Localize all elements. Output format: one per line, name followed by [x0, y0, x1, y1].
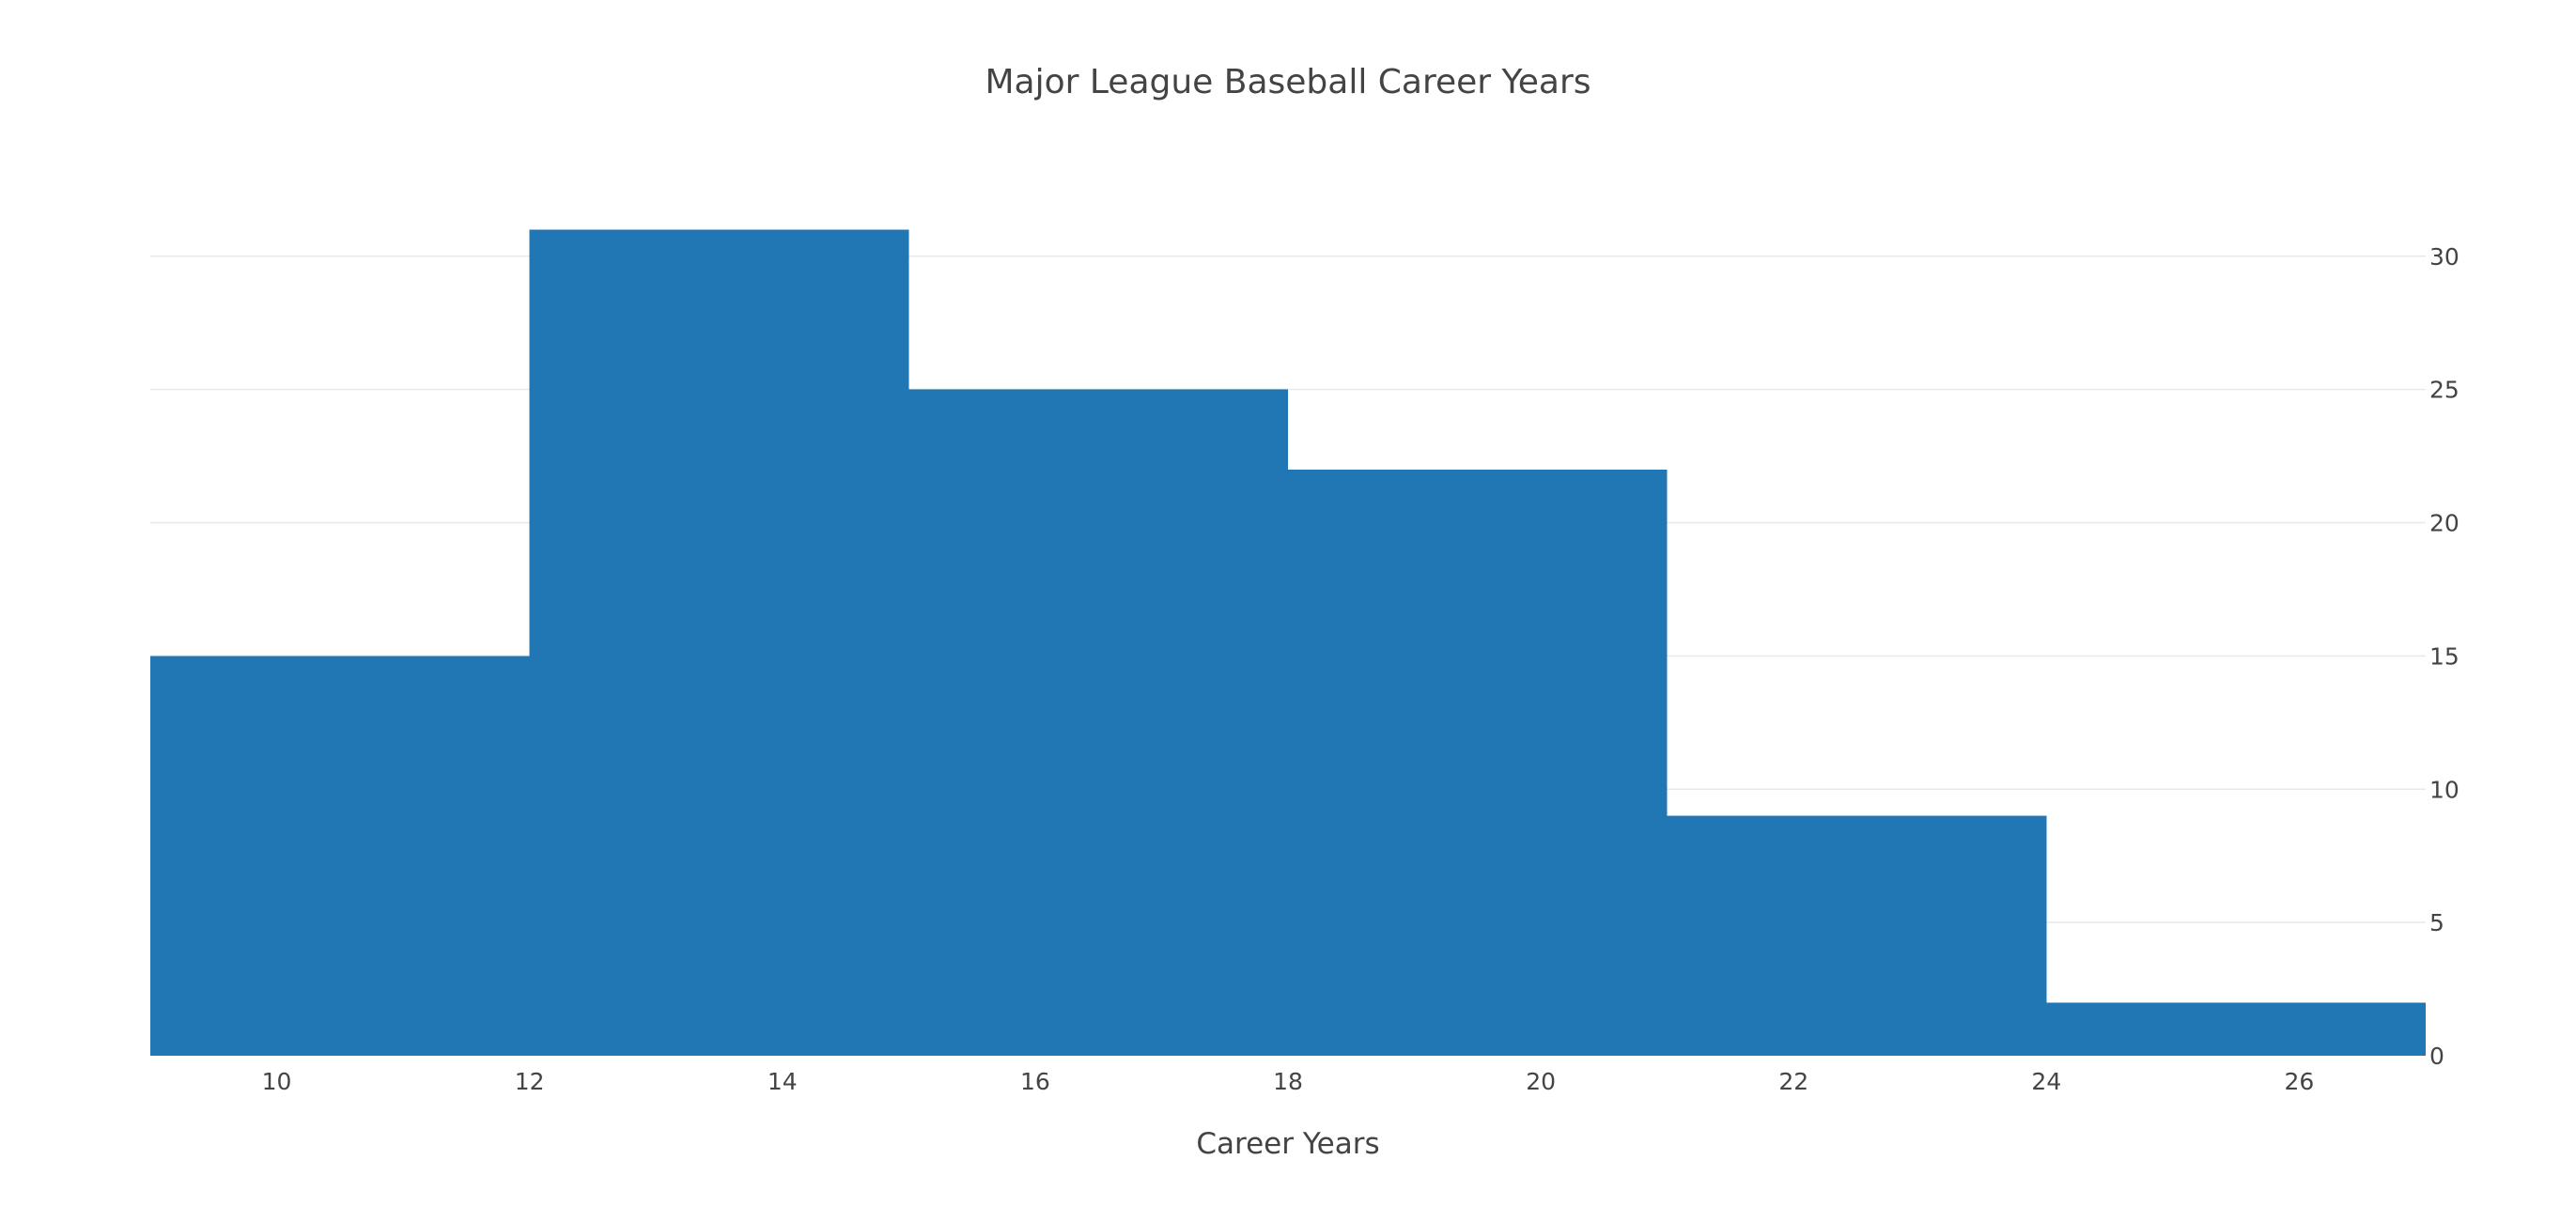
- y-tick-label: 5: [2429, 909, 2444, 936]
- bars: [150, 229, 2426, 1056]
- histogram-bar: [1667, 815, 2047, 1056]
- x-tick-label: 24: [2031, 1068, 2061, 1095]
- x-tick-label: 22: [1778, 1068, 1808, 1095]
- x-tick-label: 16: [1020, 1068, 1050, 1095]
- x-tick-label: 20: [1526, 1068, 1556, 1095]
- x-tick-label: 26: [2285, 1068, 2315, 1095]
- histogram-bar: [908, 389, 1288, 1056]
- histogram-bar: [529, 229, 909, 1056]
- chart-title: Major League Baseball Career Years: [985, 63, 1591, 101]
- histogram-bar: [1288, 469, 1668, 1056]
- y-axis-ticks: 0 5 10 15 20 25 30: [2429, 243, 2460, 1070]
- y-tick-label: 10: [2429, 776, 2460, 803]
- x-tick-label: 10: [262, 1068, 292, 1095]
- x-tick-label: 14: [768, 1068, 798, 1095]
- y-tick-label: 15: [2429, 642, 2460, 670]
- histogram-bar: [2046, 1002, 2426, 1056]
- x-tick-label: 18: [1273, 1068, 1303, 1095]
- y-tick-label: 0: [2429, 1043, 2444, 1070]
- x-axis-label: Career Years: [1196, 1127, 1379, 1161]
- x-tick-label: 12: [515, 1068, 545, 1095]
- y-tick-label: 20: [2429, 510, 2460, 537]
- x-axis-ticks: 10 12 14 16 18 20 22 24 26: [262, 1068, 2315, 1095]
- histogram-bar: [150, 656, 530, 1056]
- y-tick-label: 30: [2429, 243, 2460, 271]
- y-tick-label: 25: [2429, 377, 2460, 404]
